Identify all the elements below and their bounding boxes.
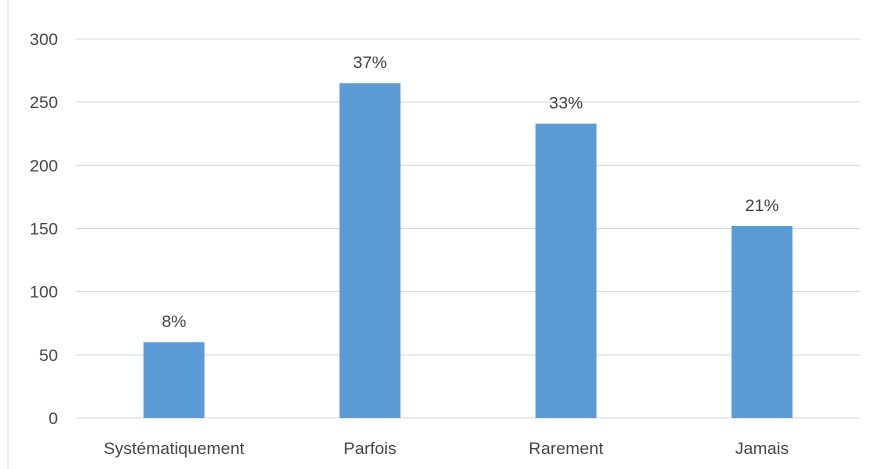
bar-jamais <box>731 225 793 418</box>
x-axis-category-labels: Systématiquement Parfois Rarement Jamais <box>104 439 789 458</box>
y-axis-tick-labels: 0 50 100 150 200 250 300 <box>30 30 58 428</box>
y-tick-label-300: 300 <box>30 30 58 49</box>
y-tick-label-50: 50 <box>39 346 58 365</box>
y-tick-label-0: 0 <box>49 409 58 428</box>
y-tick-label-100: 100 <box>30 283 58 302</box>
x-category-label-rarement: Rarement <box>529 439 604 458</box>
y-tick-label-250: 250 <box>30 93 58 112</box>
data-labels: 8% 37% 33% 21% <box>162 53 779 331</box>
x-category-label-jamais: Jamais <box>735 439 789 458</box>
data-label-rarement: 33% <box>549 94 583 113</box>
bar-parfois <box>339 83 401 418</box>
x-category-label-parfois: Parfois <box>344 439 397 458</box>
data-label-systématiquement: 8% <box>162 312 187 331</box>
y-tick-label-200: 200 <box>30 156 58 175</box>
data-label-parfois: 37% <box>353 53 387 72</box>
bars <box>143 83 793 418</box>
bar-systématiquement <box>143 342 205 418</box>
data-label-jamais: 21% <box>745 196 779 215</box>
bar-rarement <box>535 123 597 418</box>
gridlines <box>76 38 860 419</box>
x-category-label-systématiquement: Systématiquement <box>104 439 245 458</box>
y-tick-label-150: 150 <box>30 220 58 239</box>
